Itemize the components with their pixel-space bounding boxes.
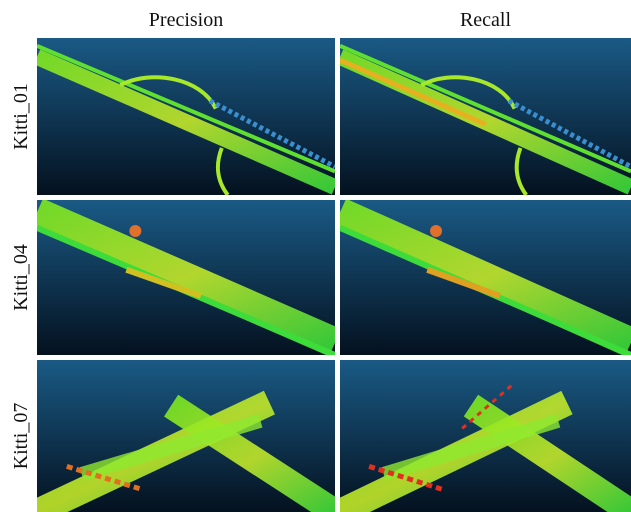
row-label: Kitti_01: [10, 83, 32, 150]
scene: [37, 360, 335, 512]
hotspot: [430, 225, 442, 237]
column-header: Precision: [149, 9, 223, 31]
panel: [340, 360, 631, 512]
panel: [37, 200, 335, 355]
row-label: Kitti_07: [10, 403, 32, 470]
row-label: Kitti_04: [10, 244, 32, 311]
page: PrecisionRecallKitti_01Kitti_04Kitti_07 …: [0, 0, 631, 512]
hotspot: [129, 225, 141, 237]
scene: [37, 38, 335, 195]
scene: [340, 38, 631, 195]
figure: Precision Recall Kitti_01 Kitti_04 Kitti_07: [0, 0, 631, 512]
panel: [37, 360, 335, 512]
panel: [37, 38, 335, 195]
scene: [340, 360, 631, 512]
scene: [37, 200, 335, 355]
scene: [340, 200, 631, 355]
column-header: Recall: [460, 9, 512, 31]
panel: [340, 38, 631, 195]
panel: [340, 200, 631, 355]
